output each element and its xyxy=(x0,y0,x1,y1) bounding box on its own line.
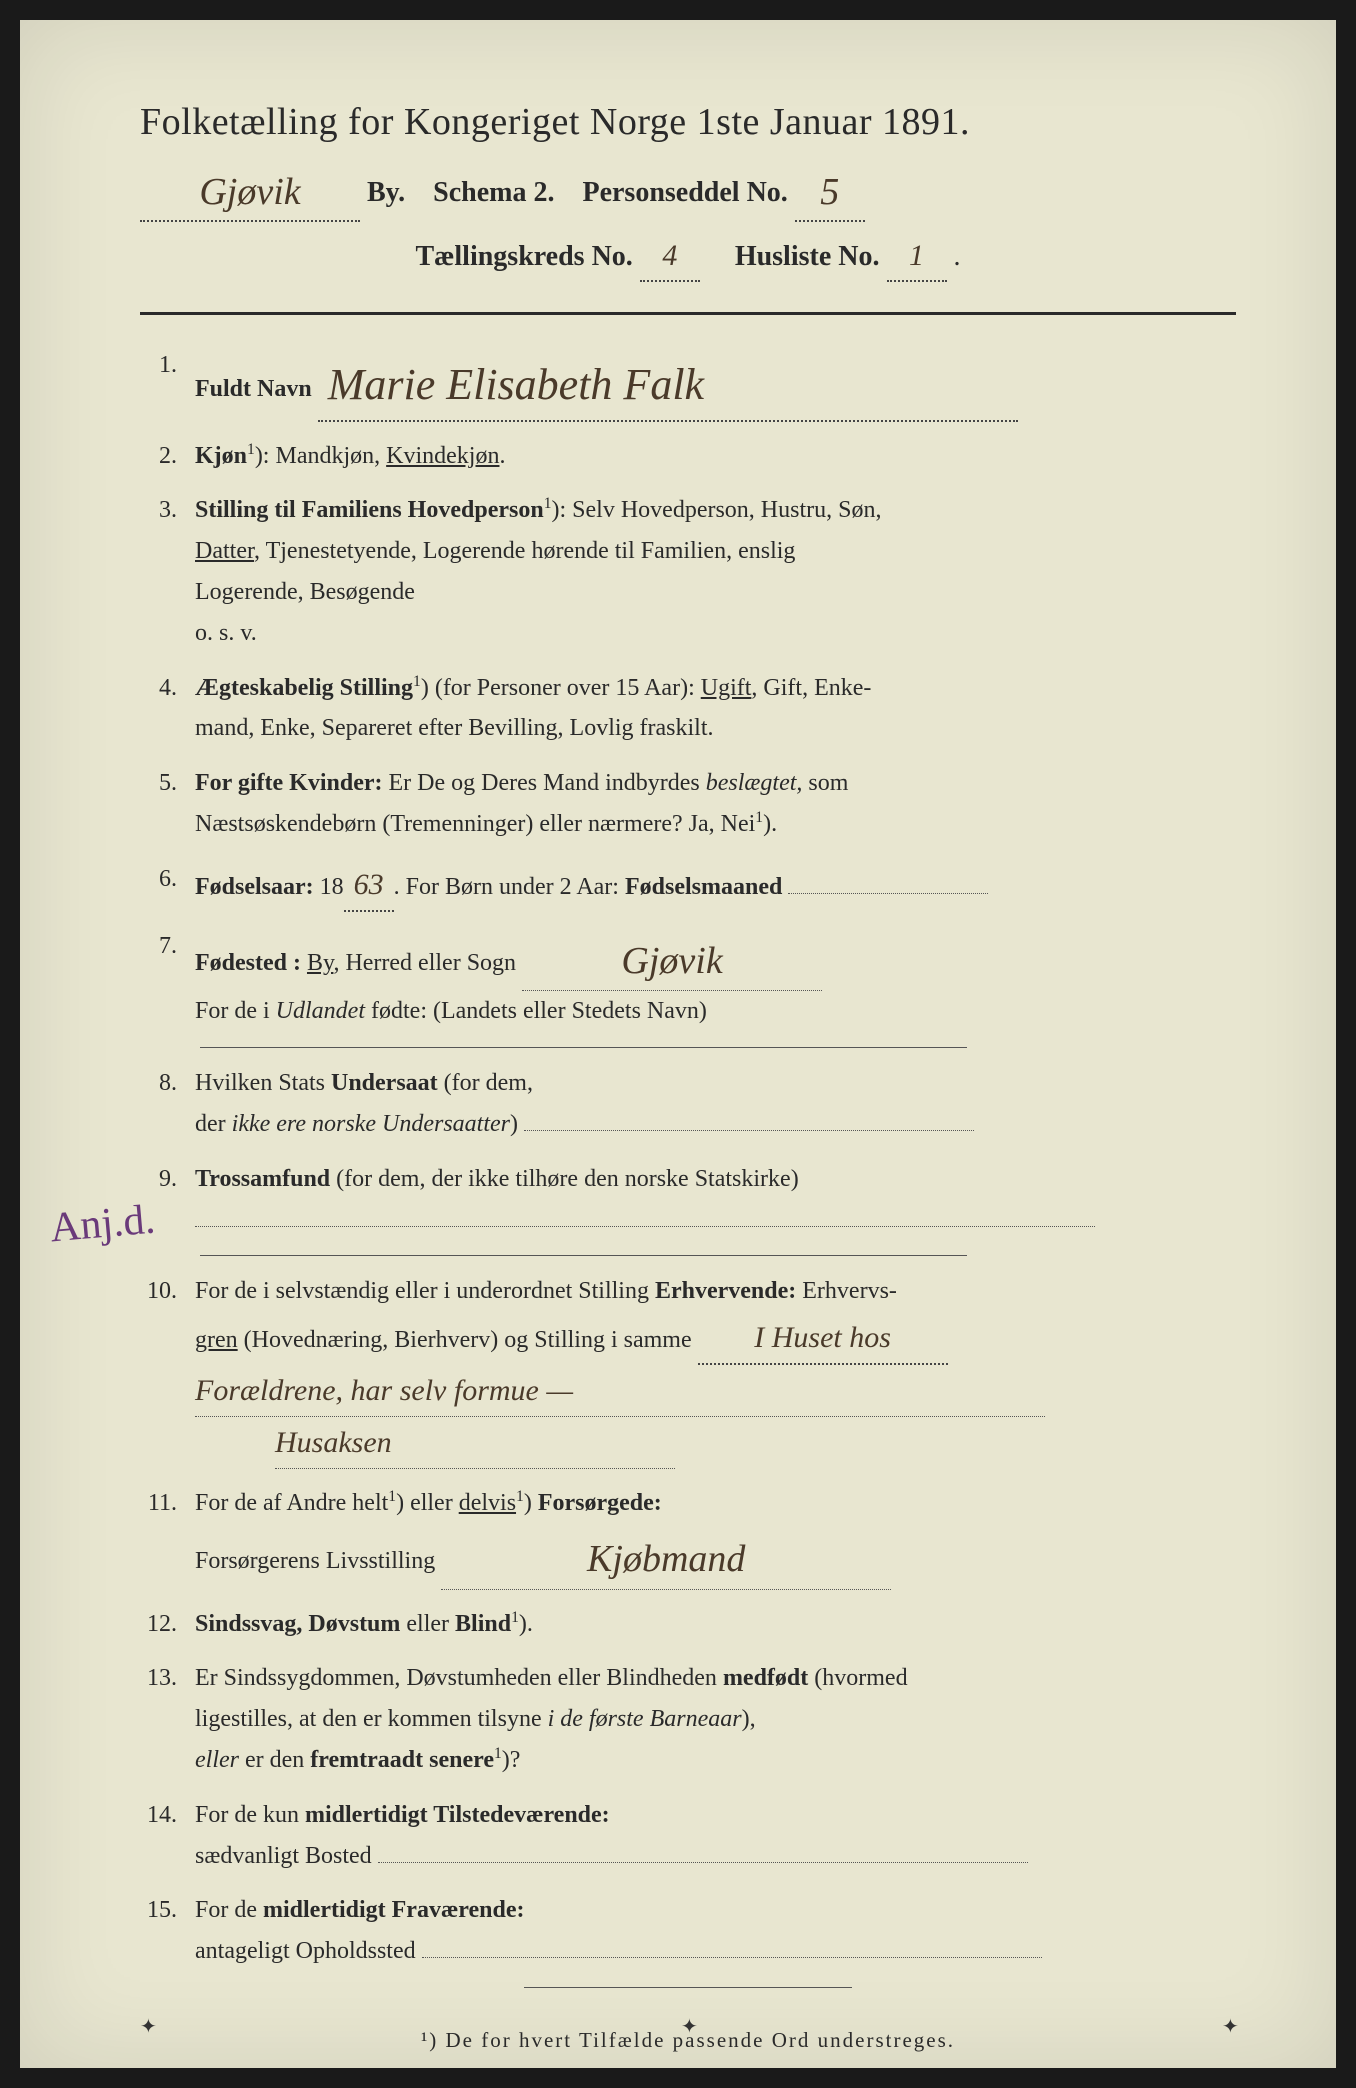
kreds-no: 4 xyxy=(662,239,677,272)
header-divider xyxy=(140,312,1236,315)
row-1-name: 1. Fuldt Navn Marie Elisabeth Falk xyxy=(140,345,1236,422)
supporter-value: Kjøbmand xyxy=(587,1538,745,1580)
row-13-congenital: 13. Er Sindssygdommen, Døvstumheden elle… xyxy=(140,1658,1236,1780)
row-7-birthplace: 7. Fødested : By, Herred eller Sogn Gjøv… xyxy=(140,926,1236,1032)
marital-selected: Ugift xyxy=(701,675,752,701)
binding-marks: ✦ ✦ ✦ xyxy=(140,2014,1236,2028)
city-label: By. xyxy=(367,177,405,208)
schema-label: Schema 2. xyxy=(433,177,554,208)
occupation-value-1: I Huset hos xyxy=(754,1321,891,1354)
mark-icon: ✦ xyxy=(1222,2014,1236,2028)
relation-selected: Datter xyxy=(195,538,254,564)
husliste-no: 1 xyxy=(909,239,924,272)
row-15-temporary-absent: 15. For de midlertidigt Fraværende: anta… xyxy=(140,1890,1236,1972)
row-5-married-women: 5. For gifte Kvinder: Er De og Deres Man… xyxy=(140,763,1236,845)
subheader-row-1: Gjøvik By. Schema 2. Personseddel No. 5 xyxy=(140,159,1236,222)
husliste-label: Husliste No. xyxy=(735,241,880,272)
row-12-disability: 12. Sindssvag, Døvstum eller Blind1). xyxy=(140,1604,1236,1645)
gender-selected: Kvindekjøn xyxy=(386,443,499,469)
row-6-birthyear: 6. Fødselsaar: 1863. For Børn under 2 Aa… xyxy=(140,859,1236,912)
occupation-value-2: Forældrene, har selv formue — xyxy=(195,1374,573,1407)
label-fuldt-navn: Fuldt Navn xyxy=(195,376,312,402)
birthyear-value: 63 xyxy=(354,868,384,901)
subheader-row-2: Tællingskreds No. 4 Husliste No. 1 . xyxy=(140,232,1236,282)
section-divider-1 xyxy=(200,1047,967,1048)
census-form-page: Folketælling for Kongeriget Norge 1ste J… xyxy=(20,20,1336,2068)
form-title: Folketælling for Kongeriget Norge 1ste J… xyxy=(140,100,1236,144)
birthplace-value: Gjøvik xyxy=(621,940,722,982)
personseddel-no: 5 xyxy=(820,171,839,213)
city-value: Gjøvik xyxy=(199,171,300,213)
section-divider-2 xyxy=(200,1255,967,1256)
form-header: Folketælling for Kongeriget Norge 1ste J… xyxy=(140,100,1236,282)
row-2-gender: 2. Kjøn1): Mandkjøn, Kvindekjøn. xyxy=(140,436,1236,477)
occupation-value-3: Husaksen xyxy=(275,1426,392,1459)
row-11-supported: 11. For de af Andre helt1) eller delvis1… xyxy=(140,1483,1236,1589)
kreds-label: Tællingskreds No. xyxy=(415,241,632,272)
row-14-temporary-present: 14. For de kun midlertidigt Tilstedevære… xyxy=(140,1795,1236,1877)
footnote-divider xyxy=(524,1987,853,1988)
row-3-relation: 3. Stilling til Familiens Hovedperson1):… xyxy=(140,490,1236,653)
row-9-religion: 9. Trossamfund (for dem, der ikke tilhør… xyxy=(140,1159,1236,1241)
personseddel-label: Personseddel No. xyxy=(582,177,787,208)
name-value: Marie Elisabeth Falk xyxy=(328,360,704,409)
row-10-occupation: 10. For de i selvstændig eller i underor… xyxy=(140,1271,1236,1469)
mark-icon: ✦ xyxy=(140,2014,154,2028)
row-8-citizenship: 8. Hvilken Stats Undersaat (for dem, der… xyxy=(140,1063,1236,1145)
row-4-marital: 4. Ægteskabelig Stilling1) (for Personer… xyxy=(140,668,1236,750)
mark-icon: ✦ xyxy=(681,2014,695,2028)
margin-annotation: Anj.d. xyxy=(48,1196,157,1253)
